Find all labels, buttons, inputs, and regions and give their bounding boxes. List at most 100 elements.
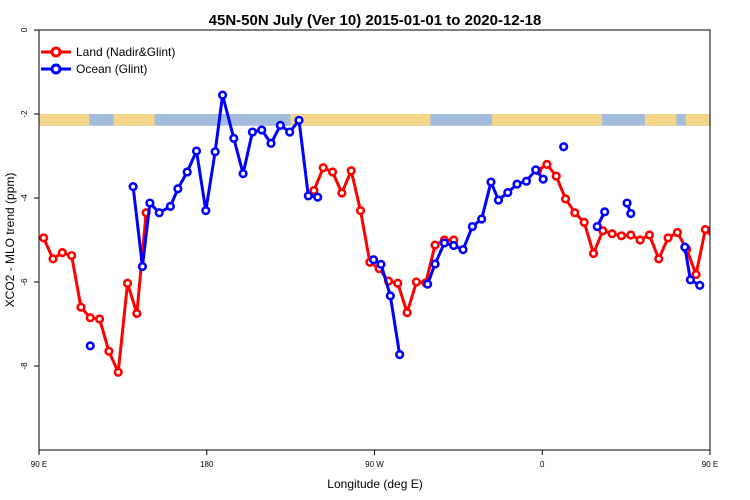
- data-point: [493, 195, 504, 205]
- data-point: [128, 182, 138, 192]
- x-tick-label: 180: [200, 460, 214, 469]
- data-point: [122, 278, 133, 288]
- series-land: [39, 159, 746, 377]
- data-point: [132, 308, 142, 319]
- data-point: [48, 254, 58, 264]
- data-point: [559, 142, 569, 152]
- legend-marker-land: [50, 46, 62, 58]
- data-point: [680, 242, 690, 252]
- data-point: [430, 240, 440, 250]
- y-axis: 0 -2 -4 -6 -8: [20, 27, 39, 370]
- legend: Land (Nadir&Glint) Ocean (Glint): [41, 45, 175, 76]
- data-point: [402, 308, 412, 318]
- y-tick-label: -6: [20, 278, 29, 286]
- data-point: [309, 185, 319, 196]
- data-point: [538, 174, 548, 184]
- data-point: [739, 252, 746, 259]
- data-point: [644, 230, 655, 240]
- data-point: [217, 90, 228, 100]
- data-point: [449, 240, 459, 251]
- data-point: [76, 302, 86, 312]
- land-band: [113, 114, 155, 126]
- x-axis: 90 E 180 90 W 0 90 E: [31, 450, 718, 469]
- land-ocean-mask: [39, 114, 710, 126]
- x-tick-label: 90 W: [365, 460, 384, 469]
- x-tick-label: 90 E: [702, 460, 718, 469]
- data-point: [393, 278, 403, 288]
- series-ocean: [85, 90, 705, 360]
- data-point: [294, 115, 304, 125]
- y-tick-label: 0: [20, 27, 29, 32]
- legend-label-ocean: Ocean (Glint): [76, 62, 147, 76]
- data-point: [247, 127, 258, 137]
- data-point: [622, 198, 632, 208]
- legend-item-ocean: Ocean (Glint): [41, 62, 147, 76]
- data-point: [182, 167, 192, 177]
- data-point: [607, 229, 617, 239]
- data-point: [355, 206, 366, 216]
- data-point: [229, 133, 239, 143]
- data-point: [238, 169, 248, 179]
- data-point: [423, 279, 433, 289]
- data-point: [257, 125, 267, 135]
- data-point: [376, 259, 386, 269]
- data-point: [521, 176, 532, 186]
- data-point: [600, 207, 610, 217]
- y-axis-label: XCO2 - MLO trend (ppm): [3, 173, 17, 308]
- land-band: [644, 114, 677, 126]
- data-point: [503, 187, 513, 198]
- x-tick-label: 0: [540, 460, 545, 469]
- series-line: [426, 168, 545, 285]
- data-point: [700, 224, 710, 235]
- data-point: [672, 227, 682, 238]
- data-point: [458, 245, 468, 255]
- y-tick-label: -2: [20, 110, 29, 118]
- data-point: [654, 254, 664, 264]
- data-point: [588, 248, 599, 259]
- data-point: [275, 120, 285, 130]
- data-point: [531, 165, 541, 175]
- data-point: [67, 250, 77, 261]
- data-point: [210, 147, 220, 157]
- data-point: [368, 255, 379, 265]
- x-tick-label: 90 E: [31, 460, 47, 469]
- series-layer: [39, 90, 746, 377]
- x-axis-label: Longitude (deg E): [327, 477, 422, 491]
- data-point: [39, 233, 49, 243]
- data-point: [337, 188, 347, 198]
- data-point: [579, 217, 589, 227]
- data-point: [721, 256, 728, 263]
- series-line: [312, 166, 454, 315]
- data-point: [439, 238, 449, 248]
- data-point: [477, 214, 487, 224]
- data-point: [94, 314, 105, 324]
- series-line: [372, 258, 402, 355]
- data-point: [626, 230, 636, 240]
- data-point: [616, 231, 627, 241]
- land-band: [491, 114, 602, 126]
- data-point: [57, 248, 67, 258]
- data-point: [154, 208, 164, 218]
- data-point: [313, 192, 323, 202]
- data-point: [570, 208, 580, 218]
- data-point: [327, 167, 338, 177]
- data-point: [486, 177, 496, 187]
- data-point: [467, 221, 477, 232]
- y-tick-label: -4: [20, 194, 29, 202]
- data-point: [318, 163, 328, 173]
- data-point: [592, 221, 602, 232]
- data-point: [145, 198, 155, 208]
- data-point: [266, 138, 276, 148]
- data-point: [542, 159, 552, 169]
- data-point: [626, 208, 636, 219]
- data-point: [137, 261, 148, 272]
- land-band: [685, 114, 710, 126]
- data-point: [512, 179, 522, 189]
- data-point: [346, 166, 356, 176]
- data-point: [191, 146, 202, 156]
- data-point: [685, 275, 696, 285]
- data-point: [560, 194, 571, 204]
- data-point: [430, 259, 440, 269]
- data-point: [85, 341, 95, 351]
